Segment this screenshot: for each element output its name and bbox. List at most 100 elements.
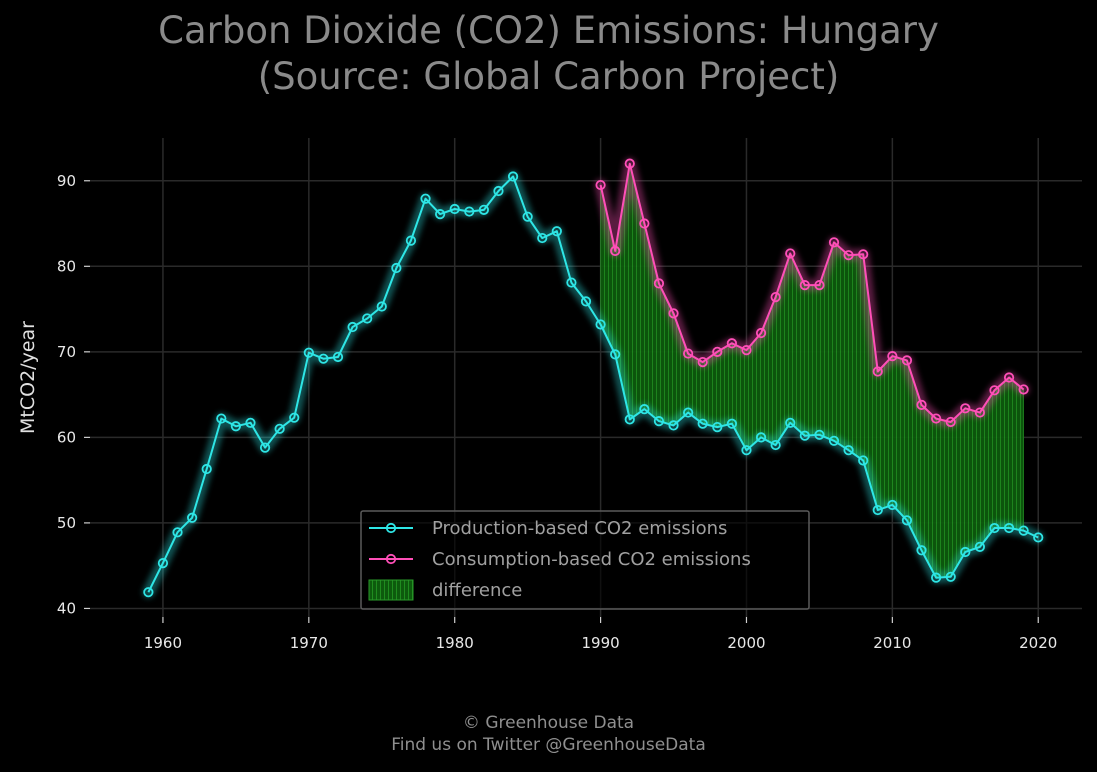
y-tick-label: 70 xyxy=(57,343,76,361)
production-point xyxy=(858,455,869,466)
production-point xyxy=(916,545,927,556)
consumption-point xyxy=(989,385,1000,396)
x-tick-label: 2000 xyxy=(727,634,765,652)
consumption-point xyxy=(741,345,752,356)
production-point xyxy=(595,319,606,330)
consumption-point xyxy=(799,280,810,291)
production-point xyxy=(332,351,344,363)
consumption-point xyxy=(916,399,927,410)
y-axis-label: MtCO2/year xyxy=(17,321,39,434)
chart-title-line-2: (Source: Global Carbon Project) xyxy=(257,55,840,98)
production-point xyxy=(551,226,562,237)
production-point xyxy=(741,445,752,456)
production-point xyxy=(1018,525,1029,536)
consumption-point xyxy=(872,366,883,377)
production-point xyxy=(391,262,402,274)
production-point xyxy=(420,193,431,204)
production-point xyxy=(493,185,504,197)
y-tick-label: 60 xyxy=(57,428,76,446)
legend-box xyxy=(360,510,810,610)
legend-difference-swatch xyxy=(368,579,414,601)
consumption-point xyxy=(843,250,854,261)
consumption-point xyxy=(1003,372,1015,383)
production-point xyxy=(449,203,460,215)
consumption-point xyxy=(814,280,825,291)
production-point xyxy=(945,571,956,582)
production-point xyxy=(712,422,723,433)
consumption-point xyxy=(858,249,869,260)
x-tick-label: 1990 xyxy=(581,634,619,652)
axes: 1960 1970 1980 1990 2000 2010 2020 40 50 60 70 80 90… xyxy=(17,172,1057,652)
x-tick-label: 1970 xyxy=(290,634,328,652)
production-point xyxy=(478,204,489,215)
production-point xyxy=(974,541,985,552)
consumption-point xyxy=(887,351,898,362)
y-tick-label: 50 xyxy=(57,514,76,532)
legend-production-marker xyxy=(385,522,397,534)
production-point xyxy=(683,407,694,418)
production-point xyxy=(580,296,592,307)
consumption-point xyxy=(960,403,971,414)
x-tick-label: 2020 xyxy=(1019,634,1057,652)
x-tick-label: 2010 xyxy=(873,634,911,652)
legend-production-label: Production-based CO2 emissions xyxy=(432,518,727,539)
footer-copyright: © Greenhouse Data xyxy=(462,713,635,733)
production-point xyxy=(960,546,971,558)
production-point xyxy=(770,439,781,451)
production-point xyxy=(887,499,898,511)
consumption-point xyxy=(785,248,796,259)
consumption-point xyxy=(828,237,840,248)
production-point xyxy=(289,412,300,423)
consumption-point xyxy=(974,407,985,418)
production-point xyxy=(259,442,271,453)
production-point xyxy=(799,430,810,441)
production-point xyxy=(639,404,650,415)
consumption-point xyxy=(639,218,650,229)
production-point xyxy=(522,211,533,222)
chart-title: Carbon Dioxide (CO2) Emissions: Hungary … xyxy=(0,8,1097,100)
production-point xyxy=(435,209,446,220)
production-point xyxy=(376,301,387,312)
production-point xyxy=(245,417,256,428)
consumption-point xyxy=(595,179,606,191)
consumption-point xyxy=(726,338,737,349)
production-point xyxy=(785,417,796,428)
production-point xyxy=(362,313,373,324)
footer: © Greenhouse Data Find us on Twitter @Gr… xyxy=(0,712,1097,756)
production-point xyxy=(697,418,708,429)
consumption-point xyxy=(901,355,913,366)
production-point xyxy=(303,347,314,358)
consumption-point xyxy=(1018,384,1029,395)
production-point xyxy=(814,429,825,440)
production-point xyxy=(157,558,169,569)
production-point xyxy=(507,171,519,182)
production-point xyxy=(989,522,1000,534)
legend-difference-label: difference xyxy=(432,580,522,601)
production-point xyxy=(347,321,358,333)
production-point xyxy=(843,445,854,456)
legend-consumption-marker xyxy=(385,553,397,565)
production-point xyxy=(653,416,665,427)
production-point xyxy=(201,463,212,475)
production-point xyxy=(187,512,198,523)
consumption-point xyxy=(770,291,781,303)
production-point xyxy=(172,527,183,538)
consumption-point xyxy=(712,346,723,357)
consumption-point xyxy=(683,348,694,359)
consumption-line xyxy=(599,162,1025,423)
production-point xyxy=(872,504,883,516)
consumption-point xyxy=(610,245,621,257)
x-tick-label: 1960 xyxy=(144,634,182,652)
consumption-point xyxy=(668,308,679,319)
production-point xyxy=(901,515,913,526)
series xyxy=(142,157,1045,599)
footer-twitter: Find us on Twitter @GreenhouseData xyxy=(391,735,706,755)
production-line xyxy=(147,175,1039,593)
consumption-point xyxy=(624,158,635,169)
legend: Production-based CO2 emissions Consumptio… xyxy=(360,510,810,610)
production-point xyxy=(624,414,635,425)
consumption-point xyxy=(755,327,767,339)
production-point xyxy=(755,432,767,443)
chart-title-line-1: Carbon Dioxide (CO2) Emissions: Hungary xyxy=(158,9,939,52)
